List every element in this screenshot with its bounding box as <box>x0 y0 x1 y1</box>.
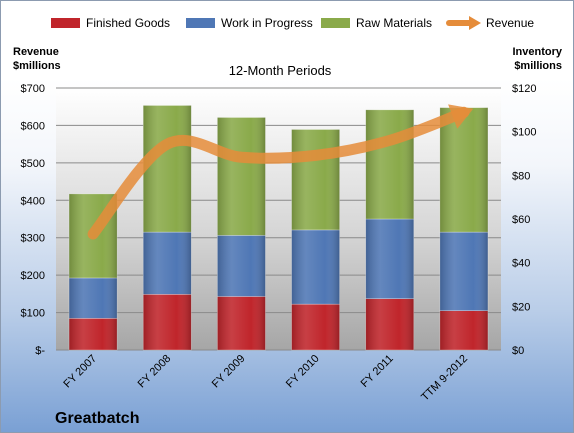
left-axis-ticks: $- $100 $200 $300 $400 $500 $600 $700 <box>21 83 46 357</box>
bar-shading <box>217 235 266 297</box>
x-tick-label: FY 2010 <box>284 353 322 391</box>
bar-shading <box>291 229 340 305</box>
x-tick-label: FY 2008 <box>136 353 174 391</box>
right-tick-label: $40 <box>512 258 530 270</box>
chart-subtitle: 12-Month Periods <box>229 63 332 78</box>
bar-shading <box>439 310 488 350</box>
legend-label: Finished Goods <box>86 16 170 30</box>
bar-shading <box>439 232 488 311</box>
legend-label: Revenue <box>486 16 534 30</box>
right-tick-label: $20 <box>512 301 530 313</box>
bar-shading <box>143 105 192 233</box>
bar-shading <box>143 232 192 295</box>
left-tick-label: $600 <box>21 120 45 132</box>
legend-label: Raw Materials <box>356 16 432 30</box>
left-tick-label: $300 <box>21 233 45 245</box>
bar-shading <box>69 277 118 319</box>
bar-shading <box>365 298 414 350</box>
bar-shading <box>69 318 118 350</box>
bar-shading <box>291 304 340 350</box>
x-tick-label: TTM 9-2012 <box>419 353 470 404</box>
bar-shading <box>365 219 414 299</box>
x-tick-label: FY 2009 <box>210 353 248 391</box>
left-axis-title-line1: Revenue <box>13 46 59 58</box>
bar-shading <box>291 129 340 230</box>
right-tick-label: $0 <box>512 345 524 357</box>
right-axis-title-line2: $millions <box>514 60 562 72</box>
legend-swatch-finished-goods <box>51 18 80 28</box>
legend-arrow-icon <box>469 16 481 30</box>
left-tick-label: $500 <box>21 158 45 170</box>
gridlines <box>56 87 501 351</box>
right-axis-title-line1: Inventory <box>512 46 562 58</box>
bar-shading <box>217 117 266 236</box>
revenue-line <box>87 106 470 240</box>
x-axis-ticks: FY 2007 FY 2008 FY 2009 FY 2010 FY 2011 TTM 9… <box>61 353 470 404</box>
left-axis-title-line2: $millions <box>13 60 61 72</box>
revenue-arrowhead <box>448 104 474 129</box>
bars <box>68 105 489 351</box>
right-axis-ticks: $0 $20 $40 $60 $80 $100 $120 <box>512 83 536 357</box>
right-tick-label: $120 <box>512 83 536 95</box>
right-tick-label: $100 <box>512 127 536 139</box>
x-tick-label: FY 2011 <box>359 353 396 390</box>
bar-shading <box>365 109 414 219</box>
legend: Finished Goods Work in Progress Raw Materi… <box>51 16 534 30</box>
left-tick-label: $200 <box>21 270 45 282</box>
legend-swatch-raw-materials <box>321 18 350 28</box>
right-tick-label: $80 <box>512 170 530 182</box>
left-tick-label: $- <box>35 345 45 357</box>
legend-swatch-work-in-progress <box>186 18 215 28</box>
bar-shading <box>217 296 266 350</box>
company-label: Greatbatch <box>55 410 139 427</box>
x-tick-label: FY 2007 <box>61 353 99 391</box>
left-tick-label: $100 <box>21 308 45 320</box>
left-tick-label: $400 <box>21 195 45 207</box>
left-tick-label: $700 <box>21 83 45 95</box>
right-tick-label: $60 <box>512 214 530 226</box>
bar-shading <box>439 107 488 233</box>
bar-shading <box>143 294 192 350</box>
legend-label: Work in Progress <box>221 16 313 30</box>
